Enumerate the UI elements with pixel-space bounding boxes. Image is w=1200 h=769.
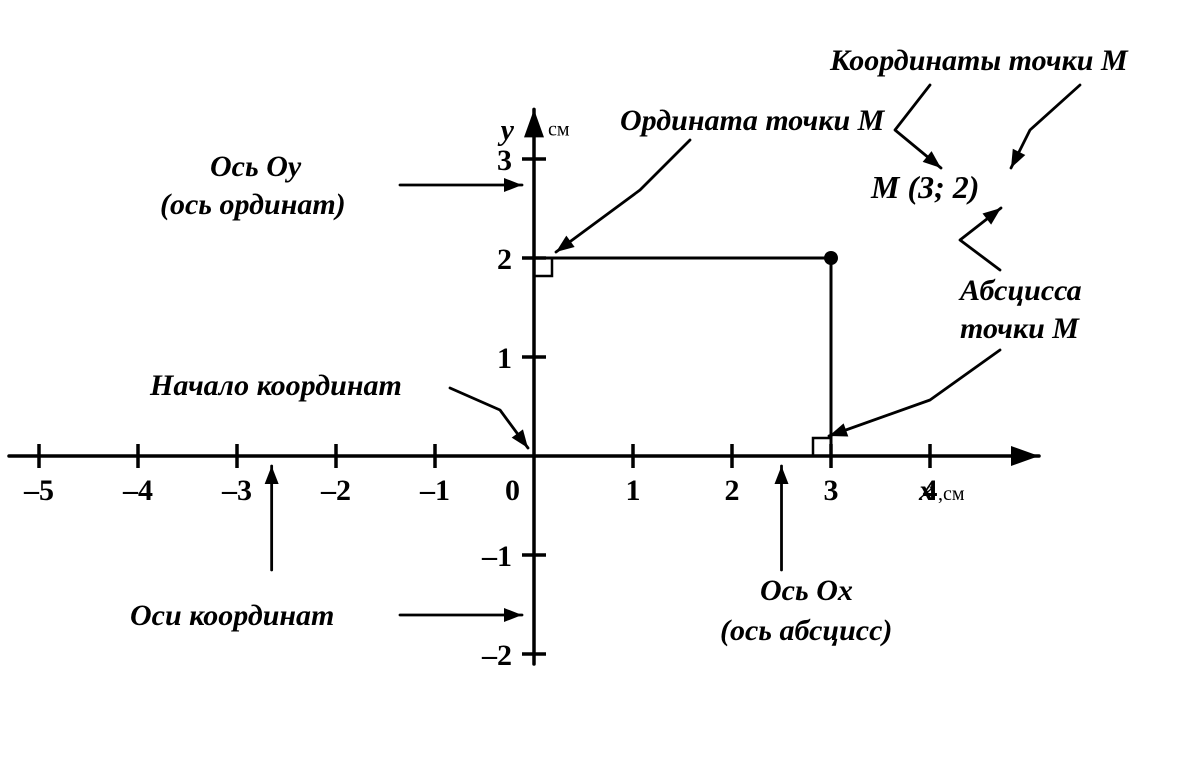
x-tick-label: –2 [320, 474, 351, 507]
point-m-label: M (3; 2) [870, 169, 979, 205]
x-tick-label: 0 [505, 474, 520, 507]
x-tick-label: –5 [23, 474, 54, 507]
ann-abscissa-1: Абсцисса [958, 274, 1082, 307]
y-tick-label: 3 [497, 144, 512, 177]
point-m [824, 251, 838, 265]
y-tick-label: 2 [497, 243, 512, 276]
ann-ordinate: Ордината точки M [620, 104, 886, 137]
ann-axes: Оси координат [130, 599, 334, 632]
y-tick-label: 1 [497, 342, 512, 375]
x-tick-label: –1 [419, 474, 450, 507]
ann-oy-2: (ось ординат) [160, 188, 346, 221]
x-tick-label: 1 [626, 474, 641, 507]
ann-oy-1: Ось Oy [210, 150, 302, 183]
ann-ox-2: (ось абсцисс) [720, 614, 892, 647]
ann-coords: Координаты точки M [829, 44, 1129, 77]
x-tick-label: 3 [824, 474, 839, 507]
y-tick-label: –1 [481, 540, 512, 573]
y-axis-unit: см [548, 118, 570, 140]
ann-origin: Начало координат [149, 369, 402, 402]
y-tick-label: –2 [481, 639, 512, 672]
y-axis-label: y [498, 113, 515, 146]
ann-ox-1: Ось Ox [760, 574, 853, 607]
x-tick-label: –3 [221, 474, 252, 507]
ann-abscissa-2: точки M [960, 312, 1080, 345]
x-tick-label: –4 [122, 474, 153, 507]
x-tick-label: 2 [725, 474, 740, 507]
